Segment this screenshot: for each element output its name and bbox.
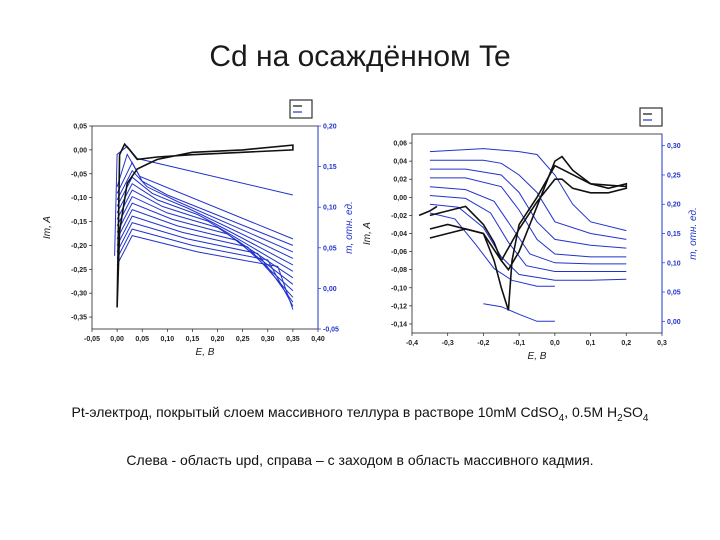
y-right-tick-label: 0,00	[323, 286, 337, 293]
x-tick-label: 0,25	[236, 336, 250, 343]
x-tick-label: 0,15	[186, 336, 200, 343]
y-right-tick-label: 0,15	[323, 164, 337, 171]
caption-sub-c: 4	[642, 412, 649, 424]
chart-bulk-cd: -0,4 -0,3 -0,2 -0,1 0,0 0,1 0,2 0,3 0,06 0,04 0,02…	[362, 107, 699, 362]
x-tick-label: 0,1	[586, 340, 596, 347]
legend-box	[639, 107, 663, 127]
plot-area	[114, 142, 294, 310]
x-axis-label: E, В	[528, 351, 547, 362]
series-line-mass	[429, 159, 627, 240]
y-right-tick-label: 0,05	[323, 245, 337, 252]
caption-text-a: Pt-электрод, покрытый слоем массивного т…	[71, 404, 559, 420]
caption-text-b: , 0.5M H	[564, 404, 618, 420]
x-tick-label: 0,05	[135, 336, 149, 343]
y-left-tick-label: 0,06	[393, 141, 407, 148]
y-right-tick-label: 0,05	[667, 290, 681, 297]
y-right-tick-label: 0,10	[667, 260, 681, 267]
x-tick-label: 0,10	[161, 336, 175, 343]
series-line-mass	[116, 182, 294, 266]
charts-panel: -0,05 0,00 0,05 0,10 0,15 0,20 0,25 0,30 0,35 0,4…	[42, 99, 699, 362]
series-line-current	[116, 142, 294, 308]
y-right-tick-label: 0,25	[667, 172, 681, 179]
x-tick-label: -0,05	[84, 336, 100, 343]
y-right-axis-label: m, отн. ед.	[344, 201, 355, 254]
x-tick-label: 0,35	[286, 336, 300, 343]
y-left-tick-label: -0,06	[391, 249, 407, 256]
y-right-tick-label: 0,20	[323, 124, 337, 131]
y-right-tick-label: 0,20	[667, 202, 681, 209]
x-tick-label: 0,3	[657, 340, 667, 347]
x-tick-label: 0,20	[211, 336, 225, 343]
y-left-tick-label: -0,08	[391, 267, 407, 274]
series-line-mass	[483, 303, 555, 322]
series-line-mass	[429, 186, 627, 265]
caption-line-2: Слева - область upd, справа – с заходом …	[126, 452, 594, 468]
series-line-mass	[429, 177, 627, 258]
y-left-tick-label: 0,04	[393, 159, 407, 166]
series-line-mass	[429, 212, 555, 287]
y-left-tick-label: -0,35	[71, 315, 87, 322]
series-line-mass	[116, 235, 294, 310]
series-line-mass	[116, 202, 294, 285]
chart-upd: -0,05 0,00 0,05 0,10 0,15 0,20 0,25 0,30 0,35 0,4…	[42, 99, 355, 358]
y-left-tick-label: -0,05	[71, 171, 87, 178]
series-line-mass	[116, 195, 294, 279]
y-left-tick-label: -0,14	[391, 321, 407, 328]
x-tick-label: -0,4	[406, 340, 418, 347]
x-tick-label: -0,3	[442, 340, 454, 347]
y-right-axis-label: m, отн. ед.	[688, 207, 699, 260]
series-line-mass	[429, 168, 627, 249]
page-title: Cd на осаждённом Te	[209, 40, 511, 73]
y-right-tick-label: 0,30	[667, 143, 681, 150]
y-left-tick-label: -0,15	[71, 219, 87, 226]
y-left-tick-label: -0,04	[391, 231, 407, 238]
series-line-mass	[429, 148, 627, 232]
y-left-tick-label: 0,00	[393, 195, 407, 202]
y-left-tick-label: -0,12	[391, 303, 407, 310]
x-axis-label: E, В	[196, 347, 215, 358]
series-line-mass	[116, 222, 294, 303]
legend-box	[289, 99, 313, 119]
series-line-mass	[116, 189, 294, 272]
x-tick-label: 0,0	[550, 340, 560, 347]
y-right-tick-label: 0,00	[667, 319, 681, 326]
caption-sub-b: 2	[617, 412, 623, 424]
x-tick-label: -0,1	[513, 340, 525, 347]
x-tick-label: 0,40	[311, 336, 325, 343]
plot-area	[418, 148, 628, 322]
y-left-tick-label: -0,30	[71, 291, 87, 298]
y-right-tick-label: -0,05	[323, 327, 339, 334]
y-right-tick-label: 0,15	[667, 231, 681, 238]
y-right-tick-label: 0,10	[323, 205, 337, 212]
x-tick-label: -0,2	[477, 340, 489, 347]
series-line-mass	[116, 169, 294, 253]
y-left-tick-label: -0,25	[71, 267, 87, 274]
caption-line-1: Pt-электрод, покрытый слоем массивного т…	[0, 404, 720, 424]
y-left-tick-label: 0,05	[73, 124, 87, 131]
x-tick-label: 0,30	[261, 336, 275, 343]
series-line-current	[429, 164, 627, 311]
x-tick-label: 0,00	[110, 336, 124, 343]
caption-text-c: SO	[622, 404, 643, 420]
series-line-mass	[116, 208, 294, 292]
x-tick-label: 0,2	[621, 340, 631, 347]
y-left-tick-label: -0,02	[391, 213, 407, 220]
y-left-tick-label: -0,20	[71, 243, 87, 250]
y-left-tick-label: 0,00	[73, 147, 87, 154]
series-line-mass	[116, 228, 294, 307]
caption-sub-a: 4	[558, 412, 565, 424]
y-left-tick-label: 0,02	[393, 177, 407, 184]
series-line-current	[418, 205, 438, 217]
y-left-axis-label: Im, A	[42, 216, 53, 239]
series-line-current	[429, 155, 628, 272]
y-left-axis-label: Im, A	[362, 222, 373, 245]
series-line-mass	[116, 176, 294, 259]
y-left-tick-label: -0,10	[391, 285, 407, 292]
y-left-tick-label: -0,10	[71, 195, 87, 202]
